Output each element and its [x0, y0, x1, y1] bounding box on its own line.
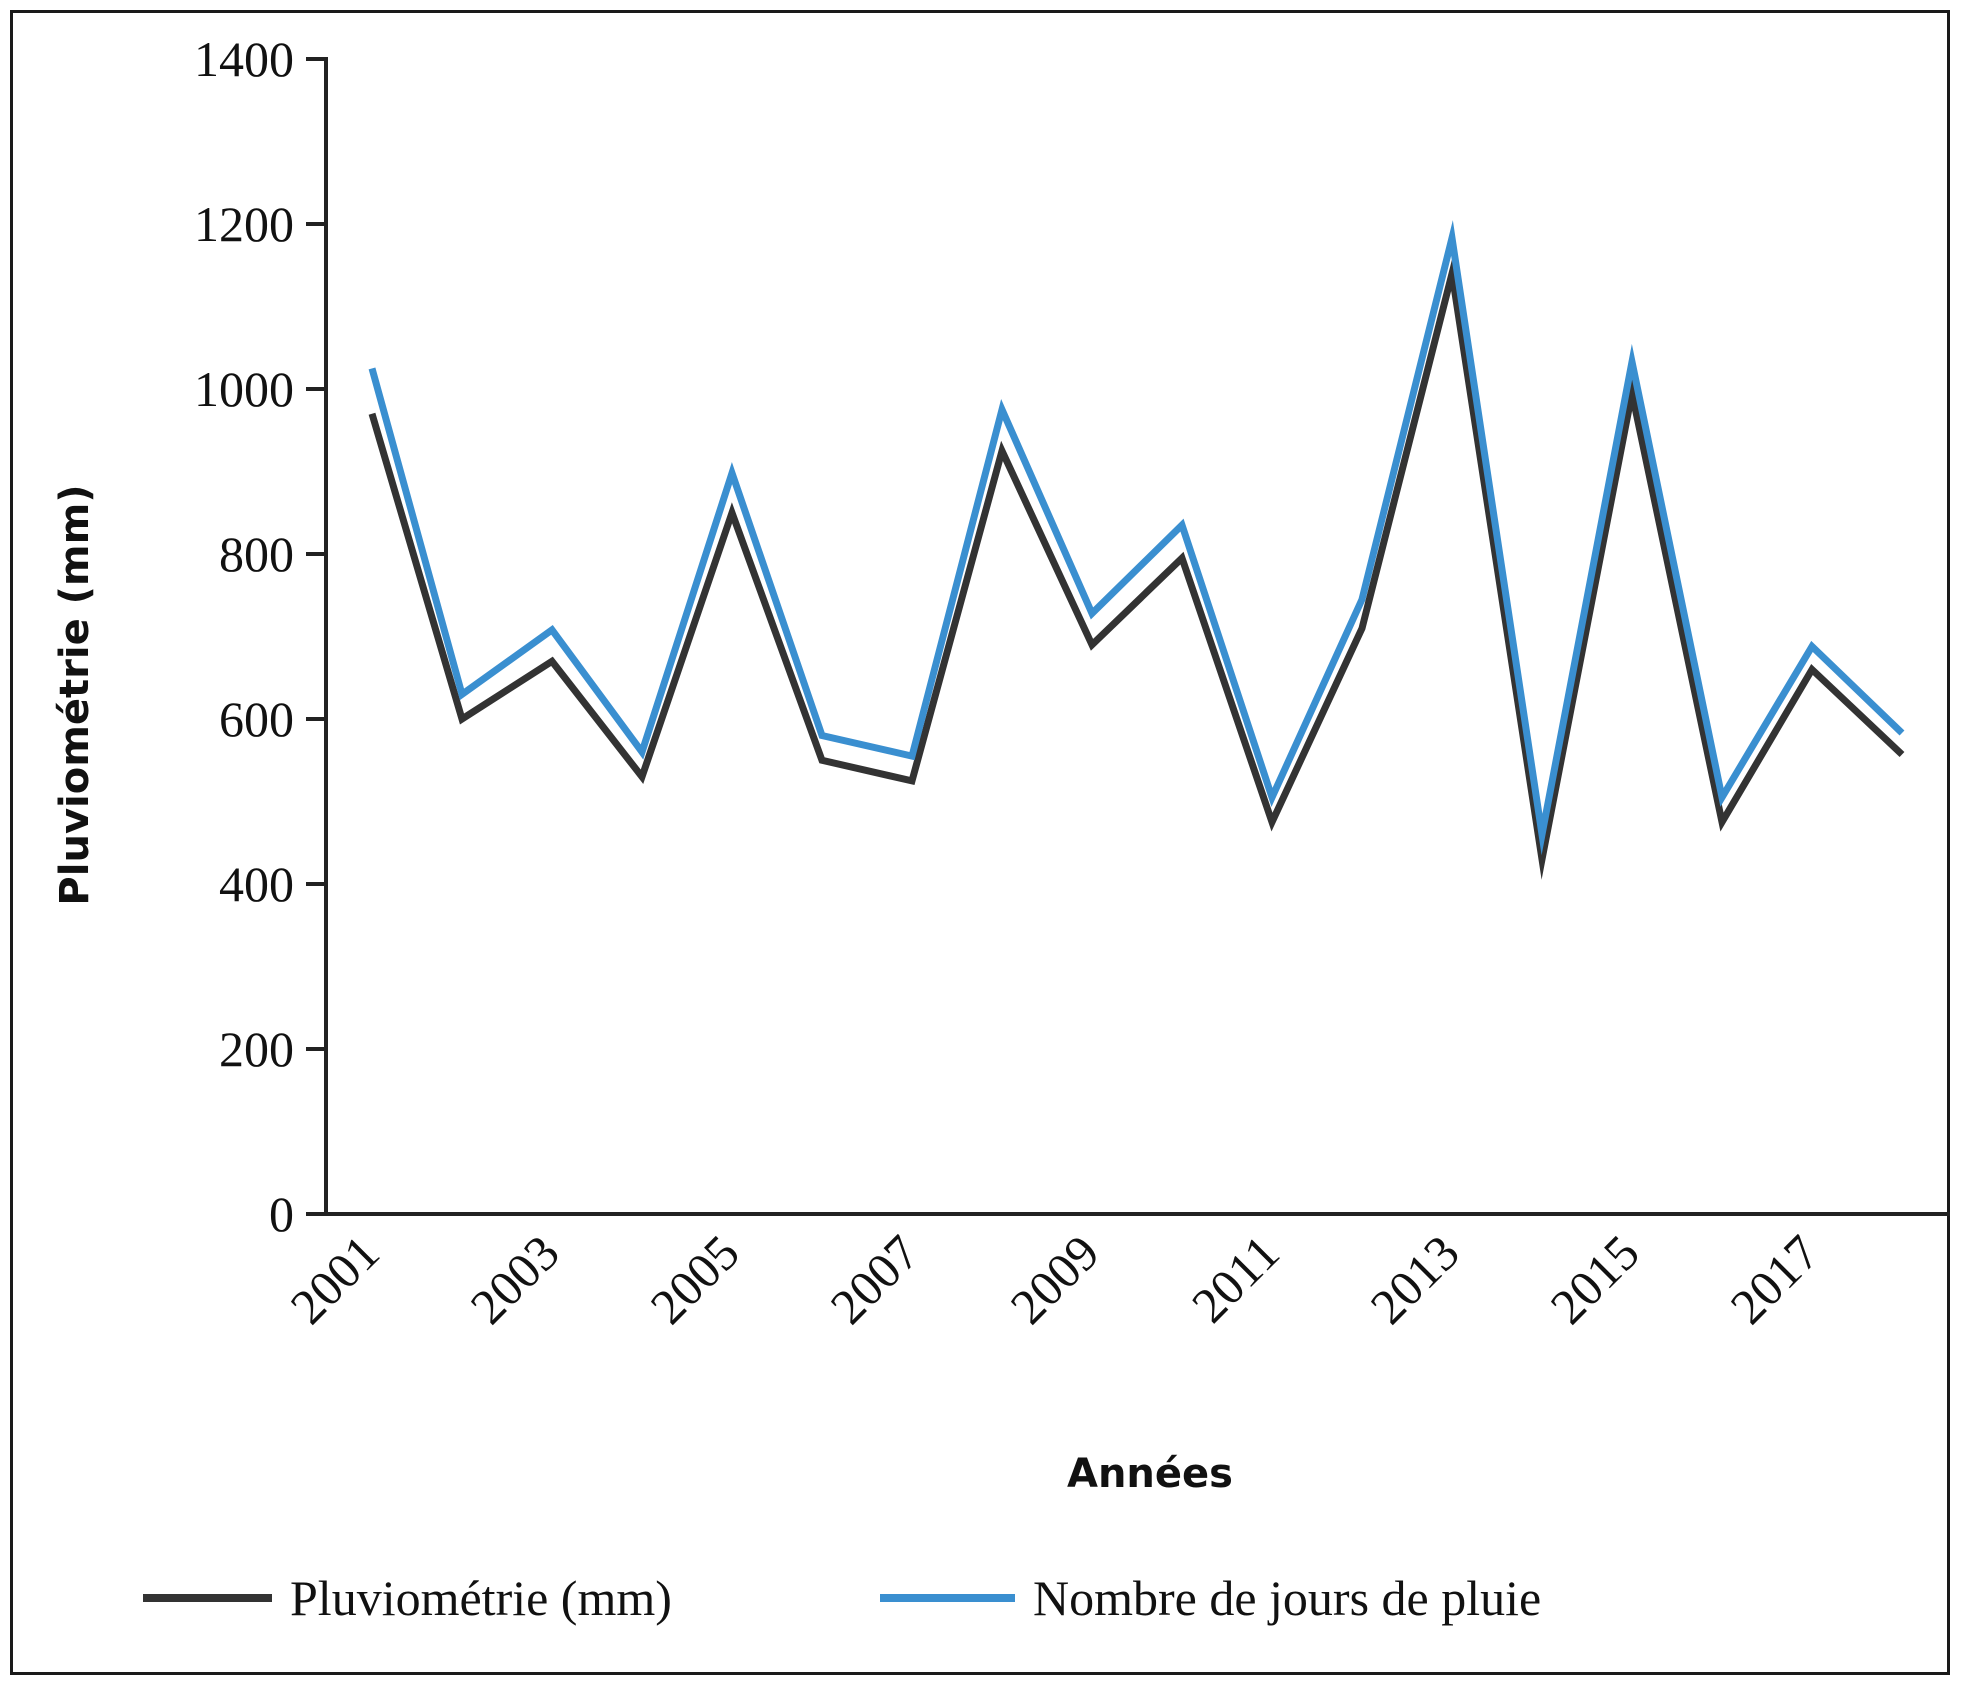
x-tick-label: 2015 [1539, 1224, 1649, 1334]
y-tick-label: 1000 [194, 361, 294, 417]
x-tick-label: 2013 [1359, 1224, 1469, 1334]
x-axis-ticks: 2001 2003 2005 2007 2009 2011 2013 2015 2017 [279, 1224, 1829, 1334]
x-tick-label: 2007 [819, 1224, 929, 1334]
y-tick-label: 400 [219, 856, 294, 912]
y-tick-label: 1200 [194, 196, 294, 252]
y-axis-title: Pluviométrie (mm) [52, 484, 98, 905]
legend-label-1: Pluviométrie (mm) [290, 1570, 672, 1626]
y-tick-label: 200 [219, 1021, 294, 1077]
y-tick-label: 800 [219, 526, 294, 582]
y-tick-label: 1400 [194, 31, 294, 87]
legend-label-2: Nombre de jours de pluie [1033, 1570, 1541, 1626]
axes [324, 57, 1950, 1216]
legend: Pluviométrie (mm) Nombre de jours de plui… [143, 1570, 1541, 1626]
series-line-2 [368, 220, 1905, 856]
x-axis-title: Années [1067, 1451, 1233, 1497]
chart-frame [10, 10, 1950, 1675]
y-axis-ticks: 0 200 400 600 800 1000 1200 1400 [194, 31, 326, 1242]
y-tick-label: 0 [269, 1186, 294, 1242]
x-tick-label: 2005 [639, 1224, 749, 1334]
x-tick-label: 2001 [279, 1224, 389, 1334]
y-tick-label: 600 [219, 691, 294, 747]
series-lines [368, 220, 1905, 880]
x-tick-label: 2017 [1719, 1224, 1829, 1334]
x-tick-label: 2009 [999, 1224, 1109, 1334]
x-tick-label: 2011 [1181, 1224, 1290, 1333]
x-tick-label: 2003 [459, 1224, 569, 1334]
series-line-1 [368, 255, 1905, 880]
